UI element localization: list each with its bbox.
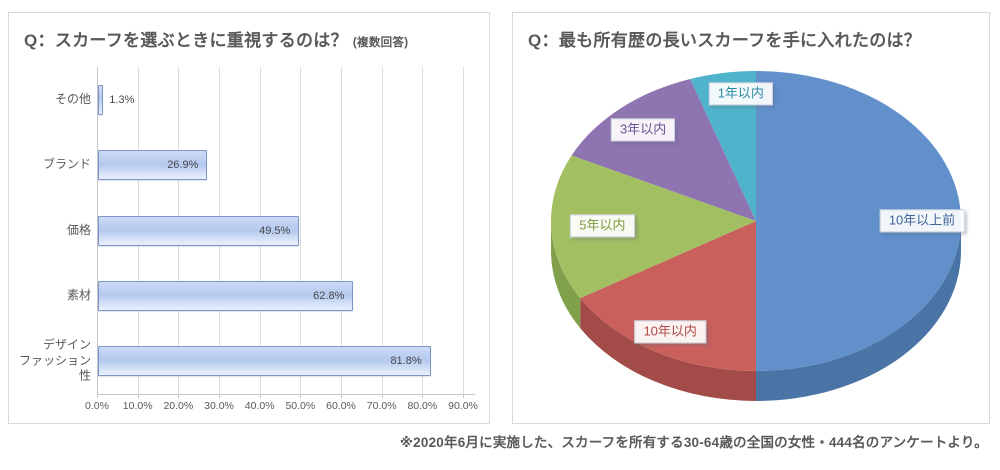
bar-chart-panel: Q：スカーフを選ぶときに重視するのは？ (複数回答) 0.0% 10.0% 20.0%… — [8, 12, 490, 424]
pie-chart-panel: Q：最も所有歴の長いスカーフを手に入れたのは？ 10年以上前 10年以内 5年以内 3… — [512, 12, 990, 424]
x-axis-tick-label: 50.0% — [285, 400, 316, 412]
x-axis-tick-label: 80.0% — [407, 400, 438, 412]
pie-slice-4 — [571, 78, 756, 221]
x-axis-tickmark — [300, 394, 302, 398]
x-axis-tick-label: 40.0% — [244, 400, 275, 412]
pie-slice-label: 1年以内 — [708, 82, 773, 106]
x-axis-tick-label: 60.0% — [326, 400, 356, 412]
x-axis-tickmark — [219, 394, 220, 398]
bar-category-label: デザイン ファッション性 — [18, 337, 91, 384]
x-axis-tick-label: 20.0% — [163, 400, 194, 412]
bar-1 — [98, 84, 104, 115]
bar-category-label: 素材 — [66, 288, 91, 303]
pie-slice-side-3 — [551, 221, 581, 329]
x-axis-tickmark — [381, 394, 383, 398]
bar-chart-plot-area: 0.0% 10.0% 20.0% 30.0% 40.0% 50.0% 60.0% 70.0% 8… — [9, 61, 489, 423]
x-axis-tick-label: 70.0% — [366, 400, 397, 412]
pie-slice-side-2 — [580, 298, 756, 401]
bar-chart-gridline — [463, 67, 464, 394]
bar-chart-title: Q：スカーフを選ぶときに重視するのは？ (複数回答) — [9, 13, 489, 51]
bar-5 — [98, 346, 431, 377]
pie-slice-label: 10年以上前 — [879, 209, 965, 233]
x-axis-tickmark — [137, 394, 139, 398]
pie-slice-label: 5年以内 — [570, 214, 635, 238]
x-axis-tickmark — [341, 394, 342, 398]
bar-value-label: 49.5% — [259, 224, 291, 237]
pie-chart-plot-area: 10年以上前 10年以内 5年以内 3年以内 1年以内 — [513, 69, 989, 423]
pie-slice-label: 10年以内 — [634, 320, 706, 344]
pie-slice-5 — [690, 71, 756, 221]
bar-chart-gridline — [422, 67, 424, 394]
x-axis-tickmark — [178, 394, 180, 398]
pie-chart-title: Q：最も所有歴の長いスカーフを手に入れたのは？ — [513, 13, 989, 51]
bar-chart-title-note: (複数回答) — [352, 37, 409, 49]
bar-value-label: 81.8% — [390, 355, 422, 368]
bar-category-label: ブランド — [42, 157, 91, 172]
x-axis-tickmark — [97, 394, 98, 398]
bar-2 — [98, 150, 208, 181]
pie-slice-2 — [580, 221, 756, 371]
x-axis-tick-label: 90.0% — [448, 400, 478, 412]
bar-category-label: その他 — [54, 91, 91, 106]
pie-slice-1 — [756, 71, 961, 371]
pie-slice-3 — [550, 155, 756, 299]
bar-category-label: 価格 — [66, 222, 91, 237]
survey-footnote: ※2020年6月に実施した、スカーフを所有する30-64歳の全国の女性・444名… — [399, 435, 988, 450]
pie-slice-label: 3年以内 — [610, 118, 676, 142]
bar-chart-gridline — [300, 67, 302, 394]
bar-chart-gridline — [381, 67, 383, 394]
bar-value-label: 1.3% — [109, 93, 135, 106]
bar-chart-title-text: Q：スカーフを選ぶときに重視するのは？ — [24, 31, 348, 50]
x-axis-tick-label: 30.0% — [204, 400, 234, 412]
x-axis-tick-label: 0.0% — [85, 400, 109, 412]
bar-value-label: 62.8% — [313, 289, 345, 302]
bar-3 — [98, 215, 300, 246]
bar-value-label: 26.9% — [167, 159, 199, 172]
x-axis-tickmark — [422, 394, 424, 398]
y-axis-line — [97, 67, 98, 394]
x-axis-tickmark — [463, 394, 464, 398]
x-axis-tickmark — [259, 394, 261, 398]
x-axis-line — [97, 394, 475, 395]
bar-4 — [98, 280, 354, 311]
bar-chart-gridline — [341, 67, 342, 394]
pie-chart-title-text: Q：最も所有歴の長いスカーフを手に入れたのは？ — [528, 31, 922, 50]
pie-chart-svg — [550, 71, 961, 401]
x-axis-tick-label: 10.0% — [122, 400, 153, 412]
